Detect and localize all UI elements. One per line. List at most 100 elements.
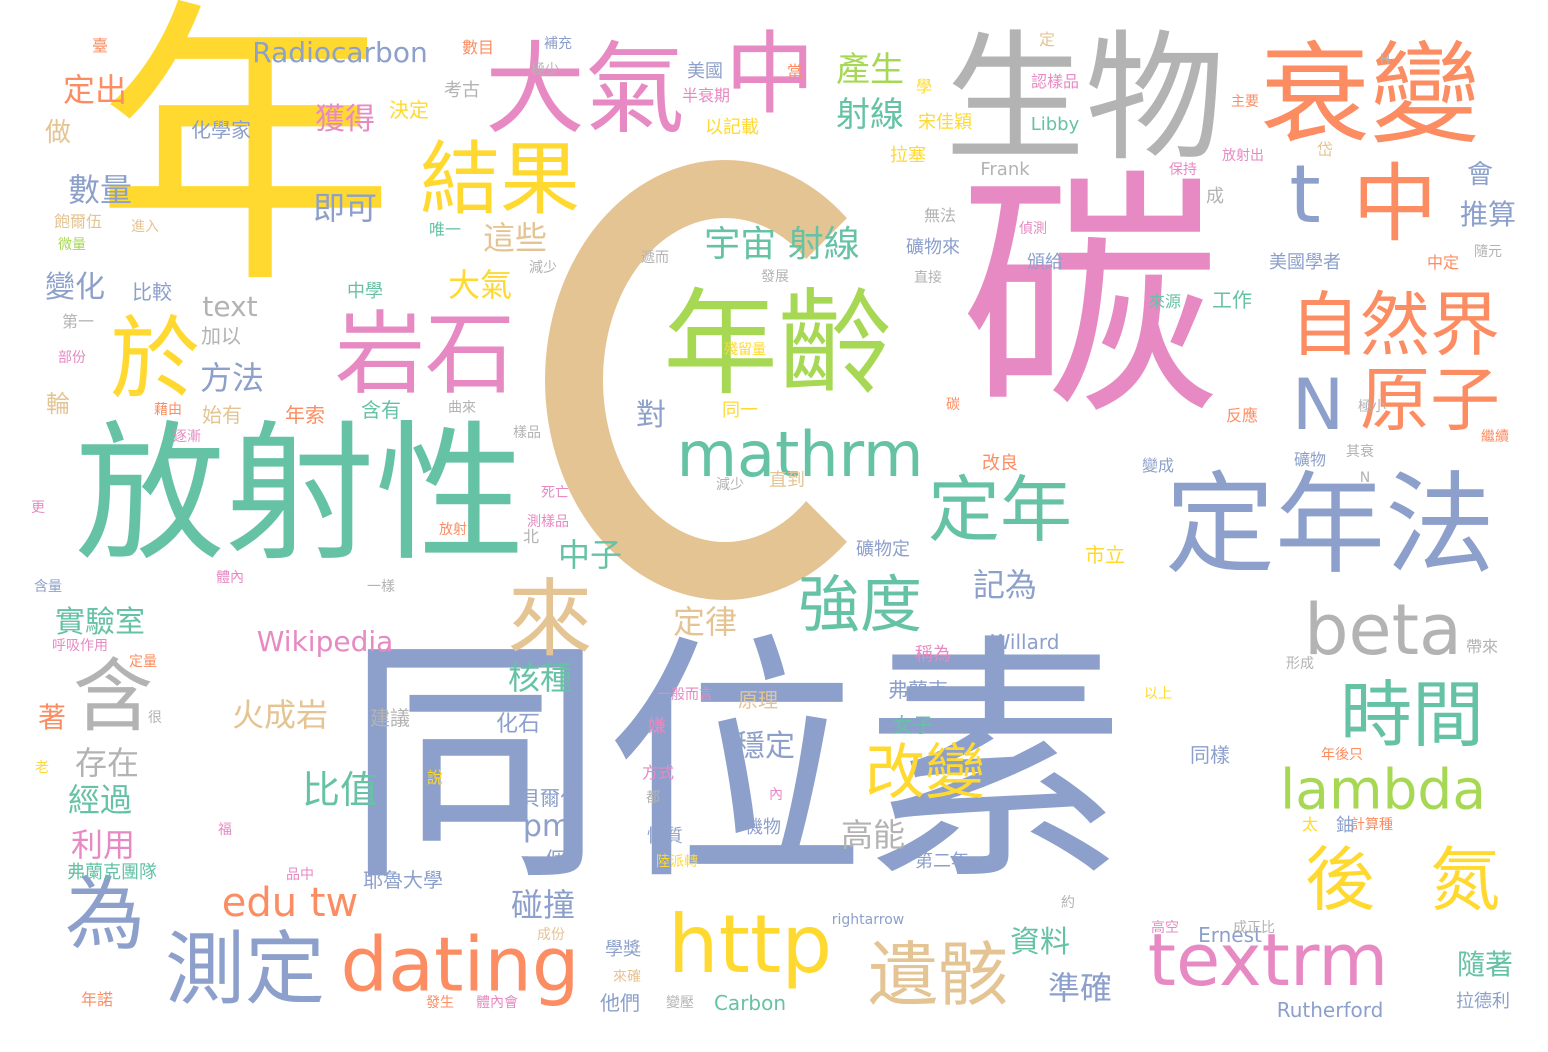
cloud-word: 發展 <box>761 269 789 285</box>
cloud-word: pm <box>522 809 572 844</box>
cloud-word: 後 <box>1305 839 1375 921</box>
cloud-word: 變化 <box>45 270 105 305</box>
cloud-word: 老 <box>35 760 49 776</box>
cloud-word: 陸派轉 <box>656 854 698 870</box>
cloud-word: 定年法 <box>1165 461 1495 589</box>
cloud-word: 於 <box>110 307 200 412</box>
cloud-word: 隨元 <box>1474 244 1502 260</box>
cloud-word: 輪 <box>46 390 70 418</box>
cloud-word: 第二年 <box>915 851 969 872</box>
cloud-word: 核種 <box>507 659 573 697</box>
cloud-word: 成正比 <box>1233 920 1275 936</box>
cloud-word: 保持 <box>1169 162 1197 178</box>
cloud-word: 大氣 <box>485 31 685 148</box>
cloud-word: edu tw <box>221 880 359 926</box>
cloud-word: 礦物定 <box>856 539 910 560</box>
cloud-word: H <box>1379 52 1391 68</box>
cloud-word: 市立 <box>1085 543 1125 567</box>
cloud-word: 遺骸 <box>868 934 1008 1016</box>
cloud-word: 大氣 <box>447 266 513 304</box>
cloud-word: 飽爾伍 <box>53 212 103 231</box>
cloud-word: 方法 <box>199 359 265 397</box>
cloud-word: N <box>1359 470 1371 486</box>
cloud-word: 其衰 <box>1346 444 1374 460</box>
cloud-word: 原子 <box>1360 359 1500 441</box>
cloud-word: 改變 <box>865 738 985 808</box>
cloud-word: 進入 <box>131 219 159 235</box>
cloud-word: 來源 <box>1148 292 1182 311</box>
cloud-word: 獲得 <box>315 102 375 137</box>
cloud-word: 變壓 <box>666 995 694 1011</box>
cloud-word: 氮 <box>1430 839 1500 921</box>
cloud-word: 第一 <box>61 312 95 331</box>
cloud-word: 年諾 <box>80 990 114 1009</box>
cloud-word: beta <box>1304 589 1462 671</box>
cloud-word: Ernest <box>1198 923 1262 947</box>
cloud-word: 無法 <box>923 206 957 225</box>
cloud-word: 岩石 <box>335 302 515 407</box>
cloud-word: rightarrow <box>831 912 905 928</box>
cloud-word: 微量 <box>58 237 86 253</box>
cloud-word: 比值 <box>301 768 379 812</box>
cloud-word: 中子 <box>557 536 623 574</box>
cloud-word: 記為 <box>972 566 1038 604</box>
cloud-word: 藉由 <box>154 402 182 418</box>
cloud-word: 準確 <box>1047 969 1113 1007</box>
cloud-word: 含量 <box>34 579 62 595</box>
cloud-word: Frank <box>980 159 1030 180</box>
cloud-word: 美國 <box>687 61 723 82</box>
cloud-word: 機物 <box>745 817 781 838</box>
cloud-word: 自然界 <box>1290 284 1500 366</box>
cloud-word: 耶魯大學 <box>363 868 443 892</box>
cloud-word: dating <box>340 920 580 1009</box>
cloud-word: 加以 <box>201 324 241 348</box>
cloud-word: 一個 <box>522 849 568 874</box>
cloud-word: 高級 <box>221 185 261 209</box>
cloud-word: 極小 <box>1358 399 1386 415</box>
cloud-word: lambda <box>1279 757 1487 822</box>
cloud-word: 碳 <box>946 397 960 413</box>
cloud-word: 放射 <box>439 522 467 538</box>
cloud-word: 減少 <box>716 477 744 493</box>
cloud-word: 著 <box>37 701 67 734</box>
cloud-word: 體內會 <box>476 995 518 1011</box>
cloud-word: 女子 <box>893 713 933 737</box>
cloud-word: http <box>667 898 833 991</box>
cloud-word: 主要 <box>1231 94 1259 110</box>
cloud-word: 帶來 <box>1465 637 1499 656</box>
cloud-word: Carbon <box>713 991 787 1015</box>
cloud-word: mathrm <box>676 418 924 491</box>
cloud-word: 內 <box>769 787 783 803</box>
cloud-word: 化學家 <box>191 118 251 142</box>
cloud-word: 成 <box>1206 186 1224 207</box>
cloud-word: 他們 <box>600 991 640 1015</box>
cloud-word: 利用 <box>70 826 136 864</box>
cloud-word: 生物 <box>944 18 1226 181</box>
cloud-word: 碳 <box>960 149 1220 451</box>
cloud-word: 學 <box>915 77 933 96</box>
cloud-word: 岱 <box>1316 140 1334 159</box>
cloud-word: 弗蘭克團隊 <box>67 862 157 883</box>
cloud-word: 礦物來 <box>906 237 960 258</box>
cloud-word: Rutherford <box>1276 998 1384 1022</box>
cloud-word: 弗蘭克 <box>888 678 948 702</box>
cloud-word: 減少 <box>529 260 557 276</box>
cloud-word: 測定 <box>165 923 325 1016</box>
cloud-word: 學獎 <box>605 939 641 960</box>
cloud-word: 體內 <box>216 570 244 586</box>
cloud-word: 成份 <box>537 927 565 943</box>
cloud-word: 約 <box>1061 895 1075 911</box>
cloud-word: 性質 <box>647 826 683 847</box>
cloud-word: 測樣品 <box>527 514 569 530</box>
cloud-word: 補充 <box>544 36 572 52</box>
cloud-word: 形成 <box>1286 656 1314 672</box>
cloud-word: 太 <box>1301 815 1319 834</box>
cloud-word: 嫌 <box>648 716 666 737</box>
cloud-word: 來 <box>507 570 593 670</box>
cloud-word: 強度 <box>797 568 923 641</box>
cloud-word: 始有 <box>202 403 242 427</box>
cloud-word: 年齡 <box>662 277 894 412</box>
cloud-word: 穩定 <box>735 729 795 764</box>
cloud-word: 定年 <box>927 468 1073 552</box>
cloud-word: 碰撞 <box>510 886 576 924</box>
